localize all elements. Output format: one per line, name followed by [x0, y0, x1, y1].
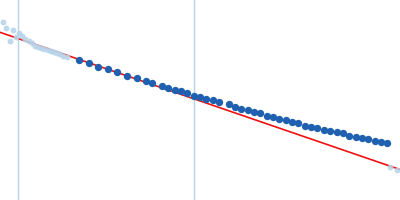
Point [282, 118, 289, 122]
Point [289, 121, 295, 124]
Point [57, 53, 64, 56]
Point [321, 128, 327, 132]
Point [19, 34, 26, 37]
Point [372, 140, 378, 143]
Point [149, 82, 156, 85]
Point [190, 94, 197, 97]
Point [203, 97, 210, 100]
Point [25, 40, 32, 43]
Point [232, 105, 238, 108]
Point [165, 86, 172, 89]
Point [143, 80, 149, 83]
Point [210, 98, 216, 102]
Point [384, 142, 390, 145]
Point [302, 124, 308, 127]
Point [13, 35, 19, 38]
Point [44, 48, 51, 52]
Point [270, 115, 276, 118]
Point [333, 131, 340, 134]
Point [16, 32, 22, 35]
Point [394, 168, 400, 172]
Point [365, 137, 372, 140]
Point [387, 165, 394, 168]
Point [184, 92, 190, 95]
Point [38, 46, 44, 49]
Point [124, 74, 130, 77]
Point [225, 103, 232, 106]
Point [51, 51, 57, 54]
Point [10, 28, 16, 32]
Point [172, 88, 178, 92]
Point [35, 45, 41, 48]
Point [216, 101, 222, 104]
Point [308, 125, 314, 128]
Point [244, 108, 251, 112]
Point [28, 42, 35, 45]
Point [60, 54, 67, 57]
Point [295, 122, 302, 125]
Point [48, 50, 54, 53]
Point [22, 37, 28, 40]
Point [346, 134, 352, 137]
Point [41, 47, 48, 50]
Point [178, 90, 184, 93]
Point [276, 117, 282, 120]
Point [340, 132, 346, 135]
Point [76, 58, 82, 62]
Point [327, 130, 333, 133]
Point [114, 71, 121, 74]
Point [257, 112, 264, 115]
Point [197, 95, 203, 98]
Point [352, 135, 359, 138]
Point [105, 67, 111, 70]
Point [133, 76, 140, 79]
Point [0, 21, 6, 24]
Point [32, 44, 38, 47]
Point [251, 111, 257, 114]
Point [264, 114, 270, 117]
Point [314, 126, 321, 129]
Point [3, 26, 10, 29]
Point [64, 55, 70, 58]
Point [86, 62, 92, 65]
Point [6, 40, 13, 43]
Point [95, 65, 102, 68]
Point [378, 141, 384, 144]
Point [54, 52, 60, 55]
Point [359, 136, 365, 139]
Point [238, 107, 244, 110]
Point [159, 84, 165, 87]
